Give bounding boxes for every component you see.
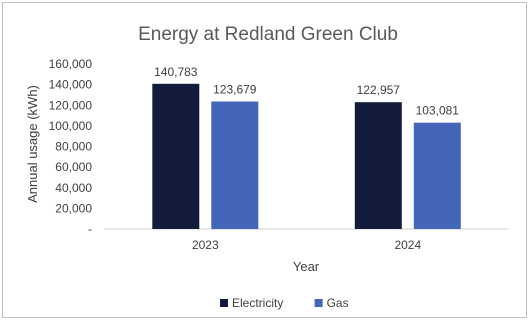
x-axis-title: Year: [293, 259, 320, 274]
legend-label-electricity: Electricity: [232, 296, 283, 310]
y-axis-title: Annual usage (kWh): [25, 85, 40, 203]
y-tick-label: 120,000: [49, 98, 93, 112]
legend-swatch-gas: [314, 299, 323, 307]
x-tick-label-2024: 2024: [394, 238, 421, 252]
legend: Electricity Gas: [220, 296, 349, 310]
legend-swatch-electricity: [220, 299, 228, 307]
value-labels: 140,783 123,679 122,957 103,081: [154, 65, 459, 118]
y-tick-label: 40,000: [55, 181, 92, 195]
y-tick-label: 140,000: [49, 78, 93, 92]
y-tick-label: 160,000: [49, 57, 93, 71]
bars-group: [152, 83, 461, 229]
data-label-gas-2023: 123,679: [213, 83, 257, 97]
bar-gas-2024: [413, 122, 461, 229]
data-label-electricity-2023: 140,783: [154, 65, 198, 79]
y-tick-label: 80,000: [55, 140, 92, 154]
y-tick-label: 60,000: [55, 160, 92, 174]
bar-gas-2023: [211, 101, 259, 229]
y-tick-label: 20,000: [55, 201, 92, 215]
y-tick-label: 100,000: [49, 119, 93, 133]
x-axis-ticks: 2023 2024: [192, 238, 422, 252]
y-axis-ticks: - 20,000 40,000 60,000 80,000 100,000 120,000 1…: [49, 57, 93, 236]
bar-electricity-2024: [354, 102, 402, 229]
x-tick-label-2023: 2023: [192, 238, 219, 252]
legend-label-gas: Gas: [327, 296, 349, 310]
data-label-gas-2024: 103,081: [416, 104, 460, 118]
chart-title: Energy at Redland Green Club: [138, 24, 398, 45]
bar-electricity-2023: [152, 83, 200, 229]
data-label-electricity-2024: 122,957: [357, 83, 401, 97]
y-tick-label: -: [88, 222, 92, 236]
